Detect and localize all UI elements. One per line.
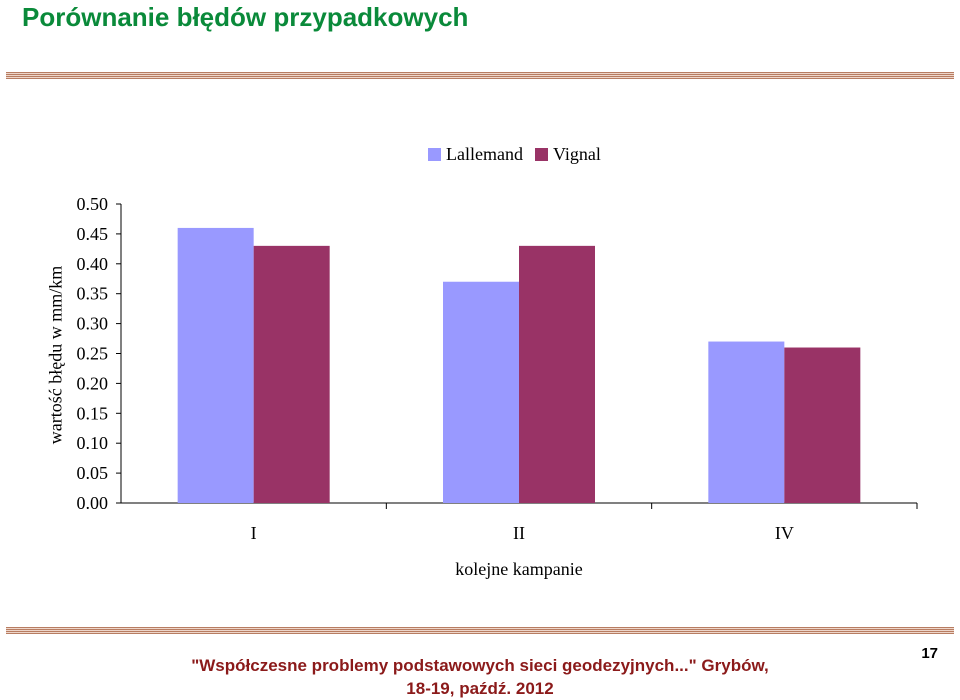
y-tick-label: 0.00 (77, 493, 109, 513)
bar-vignal-ii (519, 245, 595, 504)
legend-label-vignal: Vignal (552, 144, 601, 164)
bar-lallemand-i (177, 227, 254, 504)
slide-title: Porównanie błędów przypadkowych (22, 2, 469, 32)
legend-label-lallemand: Lallemand (446, 144, 523, 164)
bottom-divider (6, 627, 954, 634)
y-tick-label: 0.50 (77, 194, 109, 214)
y-tick-label: 0.05 (77, 463, 109, 483)
x-tick-label: IV (775, 523, 794, 543)
x-axis-label: kolejne kampanie (455, 559, 583, 579)
footer-line-2: 18-19, paźdź. 2012 (406, 679, 554, 698)
y-tick-label: 0.30 (77, 314, 109, 334)
legend-swatch-vignal (534, 148, 548, 161)
x-tick-label: II (513, 523, 525, 543)
y-tick-label: 0.25 (77, 344, 109, 364)
legend-item-vignal: Vignal (534, 144, 601, 165)
y-tick-label: 0.10 (77, 433, 109, 453)
bar-vignal-i (253, 245, 330, 504)
y-tick-label: 0.45 (77, 224, 109, 244)
y-tick-label: 0.15 (77, 403, 109, 423)
bar-vignal-iv (784, 347, 861, 503)
legend-item-lallemand: Lallemand (428, 144, 523, 165)
top-divider (6, 72, 954, 79)
legend-swatch-lallemand (428, 148, 441, 161)
y-tick-label: 0.35 (77, 284, 109, 304)
footer-line-1: "Współczesne problemy podstawowych sieci… (191, 656, 769, 675)
chart-legend: Lallemand Vignal (428, 144, 613, 165)
page-number: 17 (921, 645, 938, 662)
bar-lallemand-ii (443, 281, 519, 503)
bar-chart: 0.00 0.05 0.10 0.15 0.20 0.25 0.30 0.35 0.40 0.45… (77, 194, 918, 543)
x-tick-label: I (251, 523, 257, 543)
footer: "Współczesne problemy podstawowych sieci… (0, 654, 960, 700)
y-tick-label: 0.40 (77, 254, 109, 274)
y-tick-label: 0.20 (77, 373, 109, 393)
bar-lallemand-iv (708, 341, 785, 503)
